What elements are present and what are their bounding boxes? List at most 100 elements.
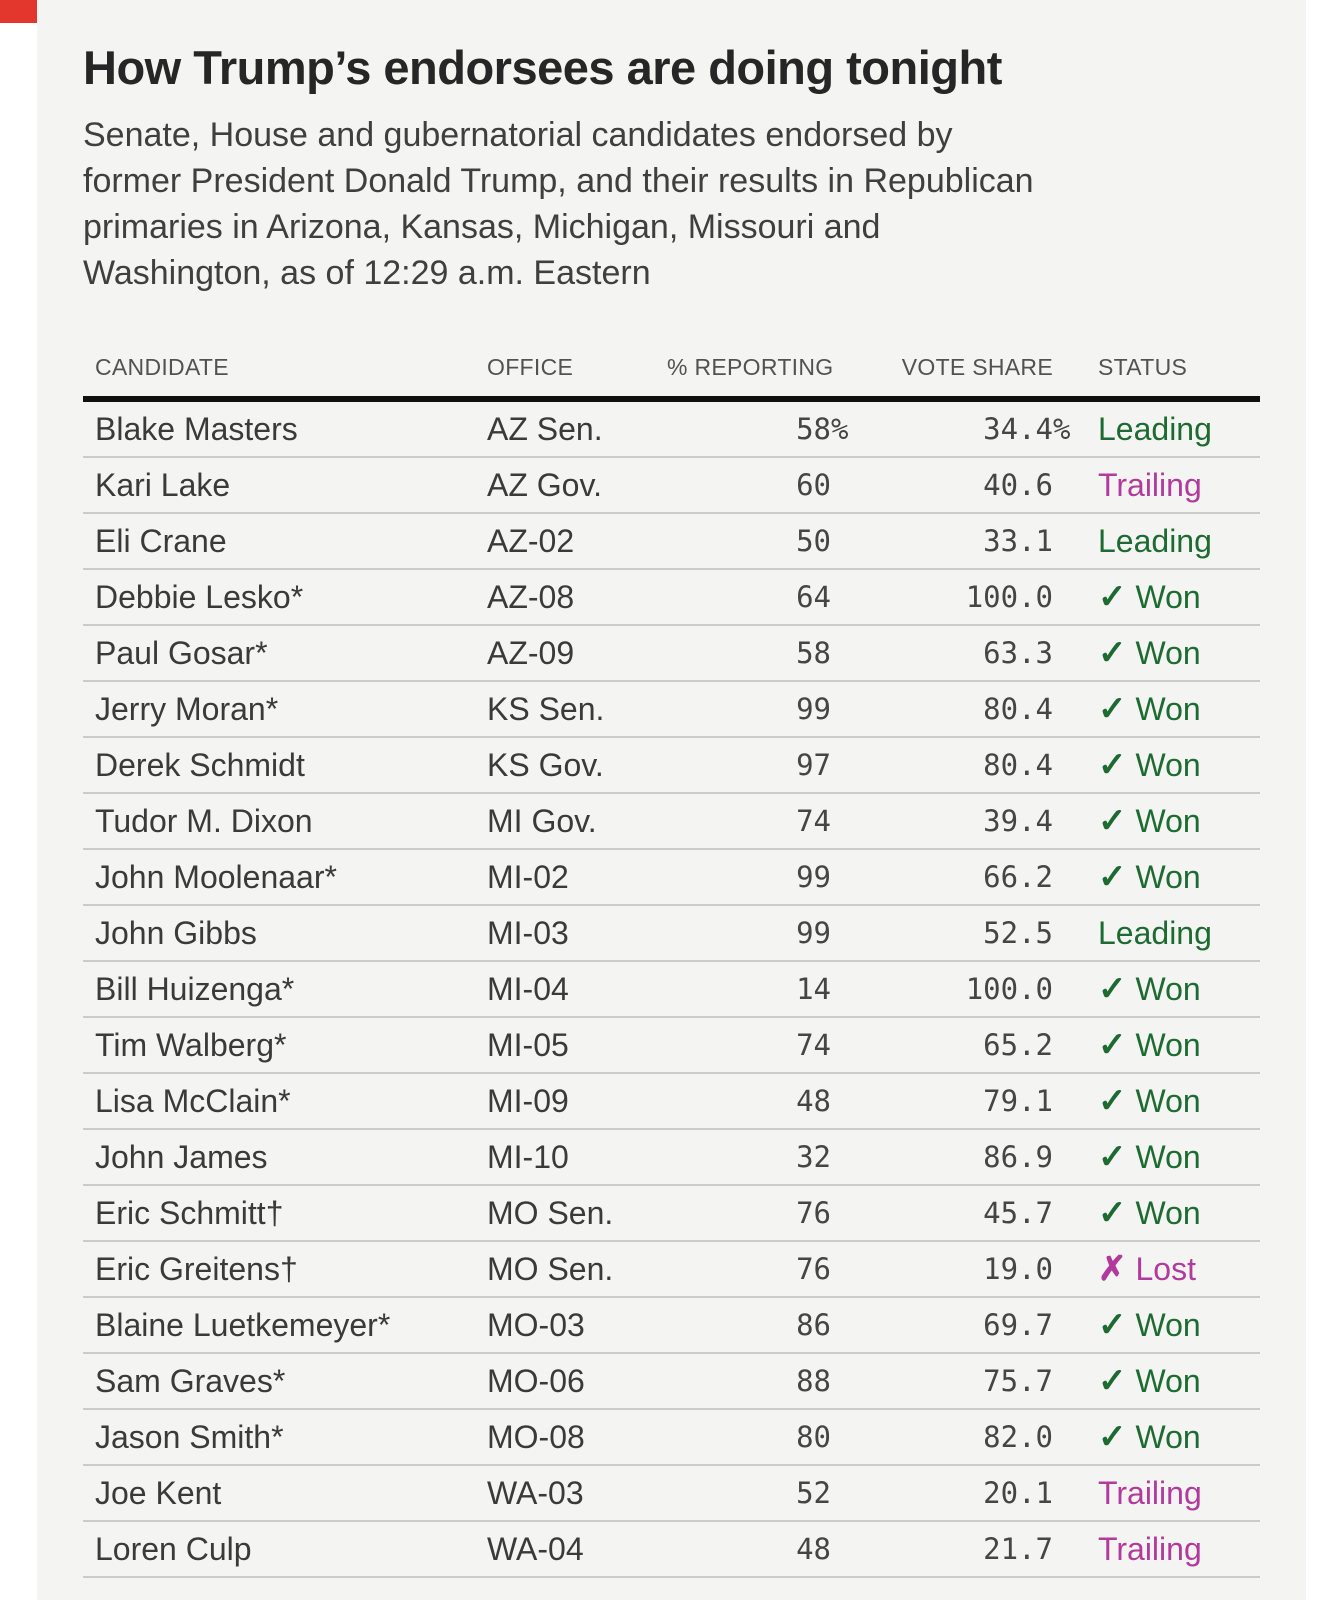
status-icon: ✓ [1098,802,1127,840]
table-row: Tudor M. Dixon MI Gov. 74 39.4 ✓ Won [83,794,1260,850]
pct-reporting-number: 14 [796,972,831,1006]
table-row: Eli Crane AZ-02 50 33.1 Leading [83,514,1260,570]
pct-reporting-value: 14 [667,972,831,1006]
status-icon: ✓ [1098,690,1127,728]
status-cell: ✓ Won [1053,969,1260,1009]
status-label: Won [1135,1138,1201,1175]
vote-share-value: 100.0 [831,580,1053,614]
pct-reporting-value: 64 [667,580,831,614]
pct-reporting-number: 50 [796,524,831,558]
status-icon: ✓ [1098,578,1127,616]
candidate-name: Jason Smith* [95,1418,284,1455]
vote-share-value: 80.4 [831,692,1053,726]
status-label: Won [1135,746,1201,783]
status-label: Leading [1098,914,1212,951]
table-row: Lisa McClain* MI-09 48 79.1 ✓ Won [83,1074,1260,1130]
status-icon: ✓ [1098,1138,1127,1176]
pct-reporting-value: 76 [667,1196,831,1230]
table-row: Joe Kent WA-03 52 20.1 Trailing [83,1466,1260,1522]
status-cell: Leading [1053,411,1260,448]
pct-reporting-value: 32 [667,1140,831,1174]
subtitle-line: Senate, House and gubernatorial candidat… [83,116,953,154]
status-icon: ✓ [1098,1082,1127,1120]
pct-reporting-number: 48 [796,1084,831,1118]
status-cell: Trailing [1053,1475,1260,1512]
pct-reporting-number: 74 [796,804,831,838]
office-label: MI-04 [487,970,569,1007]
office-label: MI-09 [487,1082,569,1119]
table-row: Kari Lake AZ Gov. 60 40.6 Trailing [83,458,1260,514]
candidate-name: Sam Graves* [95,1362,286,1399]
vote-share-value: 66.2 [831,860,1053,894]
pct-reporting-number: 76 [796,1252,831,1286]
status-cell: Leading [1053,915,1260,952]
status-icon: ✓ [1098,1026,1127,1064]
status-label: Won [1135,690,1201,727]
candidate-name: Paul Gosar* [95,634,268,671]
candidate-name: Tim Walberg* [95,1026,287,1063]
pct-reporting-value: 80 [667,1420,831,1454]
office-label: AZ Sen. [487,410,603,447]
table-row: Eric Greitens† MO Sen. 76 19.0 ✗ Lost [83,1242,1260,1298]
candidate-name: John Gibbs [95,914,257,951]
vote-share-number: 19.0 [983,1252,1053,1286]
status-icon: ✓ [1098,1194,1127,1232]
office-label: MO-03 [487,1306,585,1343]
vote-share-number: 63.3 [983,636,1053,670]
candidate-name: Bill Huizenga* [95,970,295,1007]
pct-reporting-number: 76 [796,1196,831,1230]
pct-reporting-number: 97 [796,748,831,782]
table-row: Paul Gosar* AZ-09 58 63.3 ✓ Won [83,626,1260,682]
status-icon: ✓ [1098,634,1127,672]
vote-share-value: 39.4 [831,804,1053,838]
pct-reporting-number: 99 [796,692,831,726]
vote-share-number: 80.4 [983,692,1053,726]
status-cell: ✓ Won [1053,745,1260,785]
pct-reporting-value: 99 [667,692,831,726]
pct-reporting-number: 80 [796,1420,831,1454]
vote-share-number: 33.1 [983,524,1053,558]
pct-reporting-value: 58% [796,412,849,446]
status-icon: ✓ [1098,1418,1127,1456]
office-label: MO Sen. [487,1194,614,1231]
page-subtitle: Senate, House and gubernatorial candidat… [83,112,1260,296]
pct-reporting-number: 64 [796,580,831,614]
candidate-name: Kari Lake [95,466,231,503]
vote-share-value: 33.1 [831,524,1053,558]
status-cell: Trailing [1053,1531,1260,1568]
status-cell: ✓ Won [1053,1025,1260,1065]
vote-share-number: 100.0 [965,580,1053,614]
column-header-status: STATUS [1098,354,1188,380]
table-row: Tim Walberg* MI-05 74 65.2 ✓ Won [83,1018,1260,1074]
pct-reporting-value: 99 [667,916,831,950]
table-row: Jason Smith* MO-08 80 82.0 ✓ Won [83,1410,1260,1466]
status-cell: ✓ Won [1053,577,1260,617]
office-label: MI-02 [487,858,569,895]
vote-share-value: 19.0 [831,1252,1053,1286]
vote-share-number: 45.7 [983,1196,1053,1230]
pct-reporting-number: 86 [796,1308,831,1342]
table-row: Bill Huizenga* MI-04 14 100.0 ✓ Won [83,962,1260,1018]
vote-share-value: 65.2 [831,1028,1053,1062]
table-row: Derek Schmidt KS Gov. 97 80.4 ✓ Won [83,738,1260,794]
status-label: Won [1135,1026,1201,1063]
table-body: Blake Masters AZ Sen. 58% 34.4% Leading … [83,402,1260,1578]
results-table: CANDIDATE OFFICE % REPORTING VOTE SHARE … [83,354,1260,1578]
subtitle-line: Washington, as of 12:29 a.m. Eastern [83,254,651,292]
status-cell: ✓ Won [1053,1417,1260,1457]
pct-reporting-number: 58 [796,412,831,446]
status-cell: Leading [1053,523,1260,560]
vote-share-value: 80.4 [831,748,1053,782]
pct-reporting-number: 48 [796,1532,831,1566]
pct-reporting-number: 60 [796,468,831,502]
office-label: AZ-09 [487,634,575,671]
candidate-name: Tudor M. Dixon [95,802,313,839]
vote-share-value: 52.5 [831,916,1053,950]
pct-reporting-number: 88 [796,1364,831,1398]
status-label: Won [1135,858,1201,895]
subtitle-line: former President Donald Trump, and their… [83,162,1034,200]
vote-share-number: 86.9 [983,1140,1053,1174]
pct-reporting-value: 48 [667,1084,831,1118]
page-title: How Trump’s endorsees are doing tonight [83,41,1002,94]
pct-reporting-number: 32 [796,1140,831,1174]
